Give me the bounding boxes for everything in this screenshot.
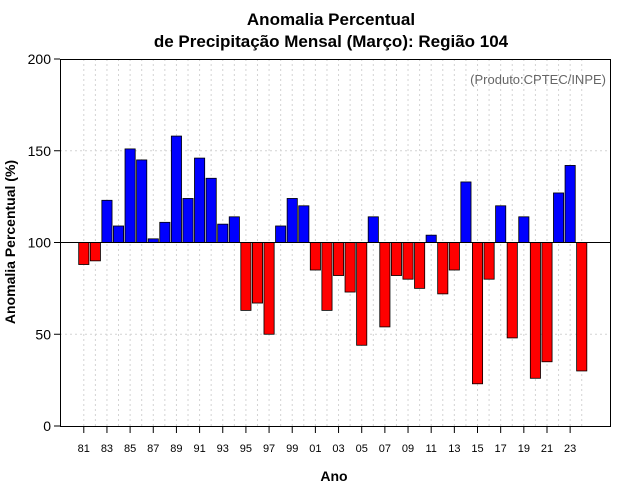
y-axis: 0 50 100 150 200 (28, 51, 60, 434)
bar-03 (333, 242, 345, 276)
y-tick-label: 150 (28, 143, 52, 159)
bar-00 (298, 205, 310, 243)
y-axis-label: Anomalia Percentual (%) (2, 160, 18, 324)
bar-23 (564, 165, 576, 243)
x-tick-label: 01 (309, 443, 321, 455)
bar-96 (251, 242, 263, 304)
bar-06 (367, 216, 379, 243)
bar-86 (136, 159, 148, 243)
bar-88 (159, 221, 171, 243)
x-axis: 81 83 85 87 89 91 93 95 97 99 01 03 05 07 09 11 13 15 17 19… (78, 426, 576, 455)
bar-84 (113, 225, 125, 243)
bar-18 (506, 242, 518, 339)
bar-10 (414, 242, 426, 289)
bar-17 (495, 205, 507, 243)
bar-99 (286, 198, 298, 243)
bar-83 (101, 199, 113, 243)
plot-frame (60, 59, 611, 427)
bar-85 (124, 148, 136, 243)
bar-21 (541, 242, 553, 363)
x-tick-label: 85 (124, 443, 136, 455)
x-tick-label: 91 (193, 443, 205, 455)
bar-90 (182, 198, 194, 243)
bar-97 (263, 242, 275, 335)
x-tick-label: 97 (263, 443, 275, 455)
bar-87 (147, 238, 159, 243)
bar-04 (344, 242, 356, 293)
bar-22 (553, 192, 565, 243)
bars (78, 135, 588, 385)
bar-16 (483, 242, 495, 280)
credit-text: (Produto:CPTEC/INPE) (470, 72, 606, 87)
grid (60, 59, 610, 426)
x-tick-label: 11 (425, 443, 436, 455)
y-tick-label: 200 (28, 51, 52, 67)
bar-13 (448, 242, 460, 271)
x-tick-label: 07 (379, 443, 391, 455)
bar-94 (228, 216, 240, 243)
bar-92 (205, 177, 217, 243)
bar-20 (529, 242, 541, 379)
x-tick-label: 05 (356, 443, 368, 455)
bar-01 (309, 242, 321, 271)
bar-12 (437, 242, 449, 295)
bar-08 (390, 242, 402, 276)
x-tick-label: 09 (402, 443, 414, 455)
x-tick-label: 23 (564, 443, 576, 455)
x-tick-label: 17 (495, 443, 507, 455)
x-tick-label: 99 (286, 443, 298, 455)
bar-95 (240, 242, 252, 311)
bar-15 (472, 242, 484, 385)
bar-91 (194, 157, 206, 243)
chart-title-line2: de Precipitação Mensal (Março): Região 1… (154, 32, 509, 51)
y-tick-label: 50 (35, 326, 51, 342)
x-tick-label: 87 (147, 443, 159, 455)
bar-09 (402, 242, 414, 280)
bar-07 (379, 242, 391, 328)
bar-19 (518, 216, 530, 243)
x-tick-label: 19 (518, 443, 530, 455)
bar-14 (460, 181, 472, 243)
y-tick-label: 0 (43, 418, 51, 434)
x-tick-label: 83 (101, 443, 113, 455)
bar-89 (170, 135, 182, 243)
bar-82 (89, 242, 101, 262)
bar-98 (275, 225, 287, 243)
bar-81 (78, 242, 90, 265)
x-tick-label: 13 (448, 443, 460, 455)
x-tick-label: 03 (332, 443, 344, 455)
bar-05 (356, 242, 368, 346)
bar-24 (576, 242, 588, 372)
chart-title-line1: Anomalia Percentual (247, 10, 415, 29)
x-tick-label: 15 (471, 443, 483, 455)
bar-93 (217, 223, 229, 243)
x-tick-label: 95 (240, 443, 252, 455)
x-axis-label: Ano (320, 468, 347, 484)
y-tick-label: 100 (28, 235, 52, 251)
bar-11 (425, 234, 437, 243)
x-tick-label: 21 (541, 443, 553, 455)
x-tick-label: 81 (78, 443, 90, 455)
x-tick-label: 93 (217, 443, 229, 455)
x-tick-label: 89 (170, 443, 182, 455)
bar-02 (321, 242, 333, 311)
